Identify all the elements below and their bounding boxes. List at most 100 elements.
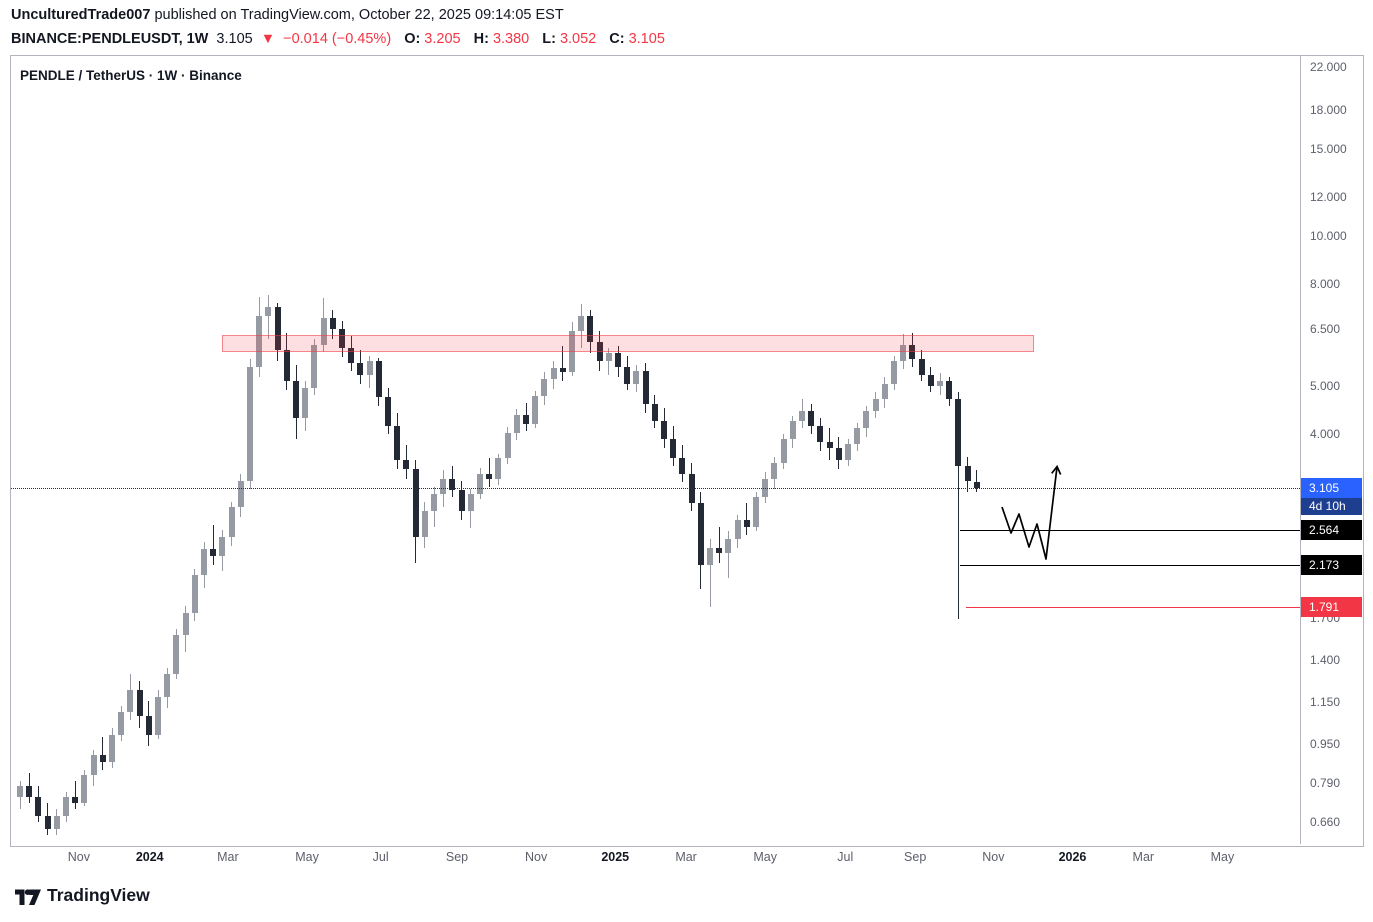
current-price-badge: 3.105: [1301, 478, 1362, 499]
candle: [707, 548, 713, 565]
price-axis[interactable]: 22.000 18.000 15.000 12.000 10.000 8.000 6.500…: [1301, 56, 1363, 844]
candle: [872, 399, 879, 411]
candle: [118, 711, 125, 735]
candle: [431, 494, 437, 511]
candle: [265, 307, 272, 317]
candle: [329, 317, 336, 330]
candle: [293, 381, 299, 419]
candle: [523, 415, 529, 425]
candle-wick: [709, 539, 711, 608]
candle: [854, 428, 861, 444]
candle: [863, 410, 870, 429]
price-change: −0.014 (−0.45%): [283, 31, 392, 47]
candle: [274, 307, 281, 351]
candle: [550, 368, 557, 379]
price-tick-label: 4.000: [1310, 426, 1341, 441]
price-tick-label: 5.000: [1310, 378, 1341, 393]
candle: [421, 510, 428, 537]
time-tick-label: May: [753, 850, 777, 864]
time-axis[interactable]: Nov 2024 Mar May Jul Sep Nov 2025 Mar May Jul Sep No…: [11, 850, 1300, 866]
candle: [339, 329, 345, 349]
chart-plot-area[interactable]: PENDLE / TetherUS · 1W · Binance: [11, 56, 1300, 844]
time-tick-label: 2026: [1058, 850, 1087, 864]
drawn-arrow[interactable]: [11, 56, 1300, 844]
candle: [191, 574, 198, 614]
high-value: 3.380: [492, 31, 530, 47]
candle: [458, 490, 465, 511]
tradingview-logo[interactable]: TradingView: [15, 885, 150, 906]
candle: [35, 797, 42, 816]
level-line-2.173[interactable]: [960, 565, 1300, 567]
candle: [403, 459, 410, 469]
candle: [532, 396, 539, 425]
candle: [440, 478, 447, 495]
candle: [136, 689, 143, 716]
candle: [164, 674, 171, 697]
candle: [937, 381, 943, 386]
candle-wick: [746, 503, 748, 536]
candle: [26, 786, 33, 798]
chart-frame: [10, 55, 1364, 847]
candle: [973, 481, 980, 489]
candle: [477, 473, 483, 495]
level-line-2.564[interactable]: [960, 529, 1300, 531]
time-tick-label: Mar: [217, 850, 239, 864]
price-tick-label: 18.000: [1310, 102, 1347, 117]
price-tick-label: 22.000: [1310, 59, 1347, 74]
candle: [72, 797, 79, 804]
candle: [743, 520, 750, 527]
open-label: O:: [404, 31, 421, 47]
candle: [964, 465, 971, 482]
candle-wick: [718, 526, 720, 563]
candle: [247, 367, 253, 481]
candle: [891, 361, 897, 384]
candle-wick: [102, 736, 104, 771]
candle: [780, 439, 787, 463]
candle: [762, 478, 769, 498]
current-price-line: [11, 488, 1300, 490]
candle: [320, 317, 327, 345]
candle: [845, 443, 851, 460]
candle: [624, 367, 631, 384]
time-tick-label: Nov: [524, 850, 548, 864]
symbol-name: BINANCE:PENDLEUSDT, 1W: [11, 31, 209, 47]
down-triangle-icon: ▼: [260, 31, 276, 47]
last-price: 3.105: [216, 31, 253, 47]
candle: [63, 797, 69, 816]
candle: [210, 549, 217, 556]
candle: [44, 815, 51, 829]
candle: [578, 315, 585, 331]
time-tick-label: Sep: [904, 850, 927, 864]
candle: [633, 371, 640, 384]
candle-wick: [608, 347, 610, 375]
time-tick-label: 2024: [135, 850, 164, 864]
candle: [219, 536, 226, 556]
price-tick-label: 8.000: [1310, 277, 1341, 292]
candle: [881, 383, 888, 400]
candle: [256, 316, 263, 368]
resistance-zone[interactable]: [222, 334, 1034, 353]
level-line-1.791[interactable]: [965, 606, 1300, 608]
price-tick-label: 12.000: [1310, 190, 1347, 205]
candle: [467, 494, 474, 511]
candle: [109, 734, 115, 763]
candle: [449, 478, 456, 491]
candle: [486, 473, 493, 480]
byline-text: published on TradingView.com, October 22…: [150, 7, 564, 23]
countdown-badge: 4d 10h: [1301, 498, 1362, 516]
candle: [753, 497, 759, 527]
byline: UnculturedTrade007 published on TradingV…: [11, 7, 564, 23]
candle: [283, 350, 290, 382]
low-value: 3.052: [559, 31, 597, 47]
candle: [182, 613, 189, 636]
close-value: 3.105: [628, 31, 665, 47]
time-tick-label: Jul: [372, 850, 389, 864]
candle: [946, 381, 953, 400]
candle: [81, 775, 88, 804]
candle: [642, 371, 649, 404]
price-tick-label: 15.000: [1310, 142, 1347, 157]
logo-text: TradingView: [47, 885, 150, 905]
candle: [357, 363, 364, 376]
candle: [734, 520, 741, 540]
